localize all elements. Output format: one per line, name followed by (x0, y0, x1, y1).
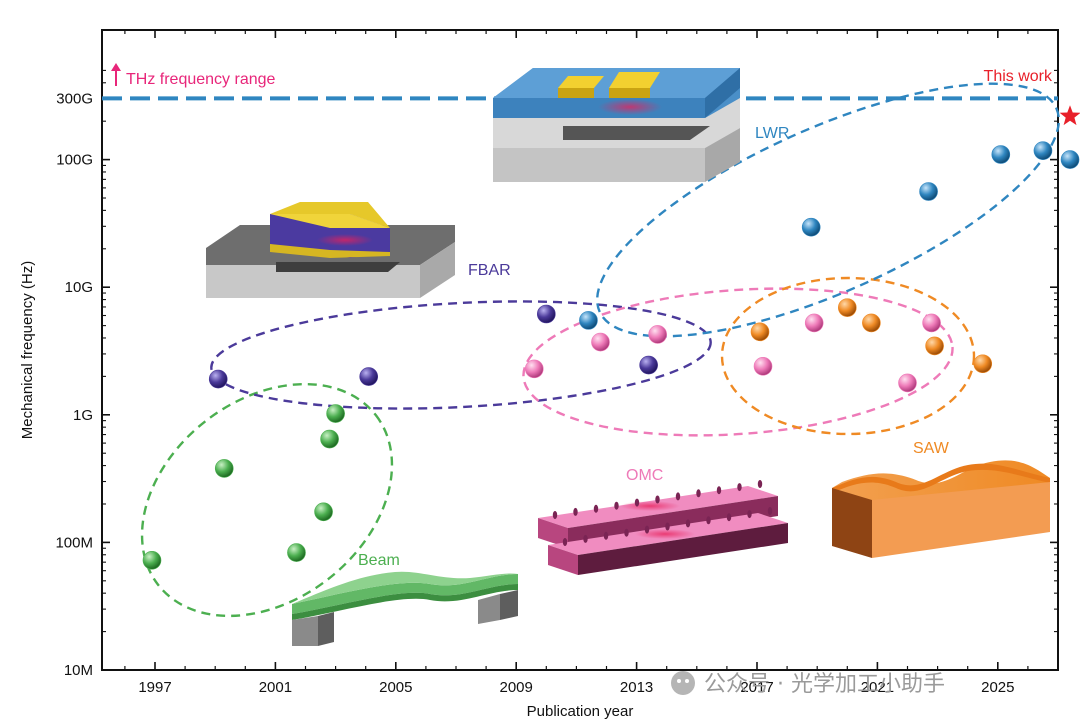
y-tick-label: 100M (55, 534, 93, 551)
fbar-data-point (359, 367, 379, 386)
omc-hole (644, 525, 650, 534)
omc-data-point (922, 313, 941, 333)
x-tick-label: 2025 (981, 679, 1014, 696)
thz-arrow-icon (111, 63, 121, 86)
lwr-label: LWR (755, 125, 789, 142)
lwr-data-point (801, 217, 821, 237)
y-axis-title: Mechanical frequency (Hz) (19, 261, 36, 439)
omc-data-point (804, 313, 824, 333)
saw-data-point (750, 322, 770, 342)
y-tick-labels: 10M 100M 1G 10G 100G 300G (55, 90, 93, 679)
saw-data-point (862, 313, 881, 333)
y-tick-label: 1G (73, 407, 93, 424)
omc-data-point (753, 357, 773, 376)
omc-hole (614, 501, 619, 510)
fbar-data-point (208, 369, 228, 389)
lwr-data-point (1060, 150, 1080, 169)
y-tick-label: 10G (65, 279, 93, 296)
x-tick-label: 2009 (500, 679, 533, 696)
beam-data-point (314, 502, 333, 522)
fbar-label: FBAR (468, 262, 511, 279)
x-tick-label: 1997 (138, 679, 171, 696)
omc-hole (685, 519, 691, 528)
fbar-device-illustration (206, 202, 455, 298)
beam-data-point (326, 404, 345, 423)
omc-hole (757, 480, 763, 488)
omc-hole (737, 483, 742, 492)
saw-data-point (837, 298, 857, 317)
omc-holes (552, 480, 773, 546)
x-tick-label: 2013 (620, 679, 653, 696)
omc-hole (573, 507, 578, 516)
lwr-group-ellipse (595, 82, 1061, 338)
omc-hole (726, 513, 732, 522)
this-work-label: This work (984, 68, 1053, 85)
omc-data-point (524, 359, 544, 379)
omc-device-illustration (538, 486, 788, 575)
x-tick-label: 2021 (861, 679, 894, 696)
beam-data-point (214, 459, 234, 478)
omc-hole (747, 510, 752, 519)
x-tick-label: 2005 (379, 679, 412, 696)
omc-hole (624, 528, 629, 537)
saw-data-point (973, 354, 993, 374)
beam-data-point (320, 429, 339, 449)
omc-group-ellipse (522, 287, 954, 437)
omc-hole (716, 486, 722, 495)
saw-group-ellipse (720, 276, 976, 436)
lwr-data-point (1033, 141, 1053, 160)
watermark: 公众号 · 光学加工小助手 (671, 671, 945, 697)
y-tick-label: 300G (56, 90, 93, 107)
x-axis-title: Publication year (527, 703, 634, 720)
watermark-text: 公众号 · 光学加工小助手 (704, 672, 945, 697)
saw-device-illustration (832, 460, 1050, 558)
omc-hole (767, 507, 773, 515)
saw-label: SAW (913, 440, 950, 457)
omc-hole (655, 495, 660, 504)
omc-hole (583, 534, 588, 543)
omc-hole (665, 522, 670, 531)
fbar-group-ellipse (210, 300, 712, 410)
beam-data-point (287, 543, 306, 562)
omc-hole (552, 511, 558, 519)
omc-hole (603, 531, 609, 540)
x-tick-labels: 1997 2001 2005 2009 2013 2017 2021 2025 (138, 679, 1014, 696)
tick-marks (102, 30, 1058, 671)
lwr-device-illustration (493, 68, 740, 182)
omc-label: OMC (626, 467, 663, 484)
omc-data-point (591, 332, 610, 352)
beam-group-ellipse (140, 382, 394, 618)
y-tick-label: 100G (56, 152, 93, 169)
x-tick-label: 2001 (259, 679, 292, 696)
beam-data-point (142, 550, 162, 570)
y-tick-label: 10M (64, 662, 93, 679)
saw-data-point (925, 336, 944, 356)
x-tick-label: 2017 (740, 679, 773, 696)
omc-hole (634, 498, 640, 507)
this-work-star-marker (1059, 105, 1080, 126)
lwr-data-point (579, 311, 598, 330)
plot-frame (101, 29, 1059, 671)
fbar-data-point (639, 355, 658, 375)
lwr-data-point (919, 182, 938, 201)
omc-hole (696, 489, 701, 498)
beam-label: Beam (358, 552, 400, 569)
thz-label: THz frequency range (126, 71, 276, 88)
lwr-data-point (991, 145, 1011, 164)
omc-data-point (648, 325, 667, 344)
omc-hole (706, 516, 711, 525)
omc-hole (593, 504, 599, 513)
wechat-icon (671, 671, 695, 695)
beam-device-illustration (292, 571, 518, 646)
omc-data-point (898, 373, 917, 393)
data-points (142, 141, 1080, 570)
fbar-data-point (536, 304, 556, 324)
omc-hole (562, 538, 568, 546)
omc-hole (675, 492, 681, 501)
